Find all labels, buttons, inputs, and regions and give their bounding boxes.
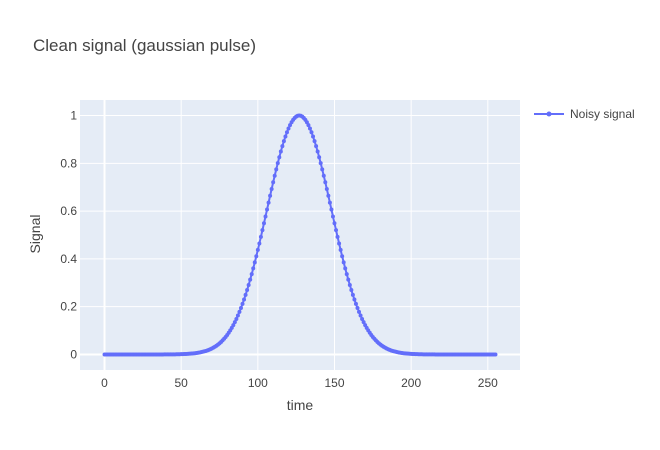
data-point (254, 254, 259, 259)
data-point (343, 266, 348, 271)
y-tick-label: 0.4 (60, 252, 77, 266)
data-point (350, 292, 355, 297)
data-point (341, 260, 346, 265)
data-point (332, 221, 337, 226)
data-point (358, 313, 363, 318)
series-markers (102, 113, 498, 357)
data-point (327, 200, 332, 205)
data-point (315, 149, 320, 154)
data-point (277, 155, 282, 160)
data-point (283, 134, 288, 139)
chart-title: Clean signal (gaussian pulse) (33, 36, 256, 55)
x-tick-label: 150 (324, 376, 344, 390)
data-point (335, 234, 340, 239)
data-point (278, 149, 283, 154)
data-point (347, 282, 352, 287)
x-tick-label: 250 (478, 376, 498, 390)
data-point (272, 173, 277, 178)
x-axis-title: time (287, 397, 314, 413)
data-point (346, 277, 351, 282)
data-point (307, 126, 312, 131)
data-point (323, 180, 328, 185)
data-point (337, 241, 342, 246)
data-point (321, 173, 326, 178)
y-tick-label: 0.8 (60, 156, 77, 170)
data-point (265, 207, 270, 212)
data-point (242, 297, 247, 302)
data-point (257, 241, 262, 246)
data-point (357, 309, 362, 314)
data-point (314, 144, 319, 149)
plot-area (80, 100, 520, 370)
data-point (349, 288, 354, 293)
data-point (493, 352, 498, 357)
data-point (275, 161, 280, 166)
data-point (326, 193, 331, 198)
data-point (280, 144, 285, 149)
data-point (324, 186, 329, 191)
data-point (258, 234, 263, 239)
legend-marker-icon (546, 111, 552, 117)
data-point (255, 247, 260, 252)
data-point (309, 130, 314, 135)
data-point (238, 305, 243, 310)
legend-item-label[interactable]: Noisy signal (570, 107, 635, 121)
data-point (312, 139, 317, 144)
x-tick-label: 200 (401, 376, 421, 390)
data-point (306, 123, 311, 128)
data-point (268, 193, 273, 198)
data-point (353, 301, 358, 306)
data-point (284, 130, 289, 135)
data-point (240, 301, 245, 306)
data-point (320, 167, 325, 172)
data-point (237, 309, 242, 314)
data-point (274, 167, 279, 172)
data-point (361, 320, 366, 325)
data-point (352, 297, 357, 302)
data-point (260, 228, 265, 233)
data-point (266, 200, 271, 205)
data-point (340, 254, 345, 259)
data-point (246, 282, 251, 287)
y-axis-title: Signal (27, 215, 43, 254)
x-tick-label: 100 (248, 376, 268, 390)
data-point (245, 288, 250, 293)
data-point (286, 126, 291, 131)
data-point (311, 134, 316, 139)
data-point (249, 272, 254, 277)
data-point (334, 228, 339, 233)
data-point (231, 323, 236, 328)
data-point (235, 313, 240, 318)
data-point (234, 316, 239, 321)
data-point (355, 305, 360, 310)
x-tick-labels: 0 50 100 150 200 250 (101, 376, 498, 390)
data-point (232, 320, 237, 325)
data-point (344, 272, 349, 277)
y-tick-label: 1 (70, 109, 77, 123)
data-point (281, 139, 286, 144)
y-tick-label: 0.2 (60, 300, 77, 314)
x-tick-label: 50 (175, 376, 189, 390)
data-point (329, 207, 334, 212)
data-point (338, 247, 343, 252)
data-point (317, 155, 322, 160)
data-point (271, 180, 276, 185)
data-point (252, 260, 257, 265)
x-tick-label: 0 (101, 376, 108, 390)
data-point (360, 316, 365, 321)
data-point (261, 221, 266, 226)
legend[interactable]: Noisy signal (534, 107, 635, 121)
data-point (330, 214, 335, 219)
data-point (248, 277, 253, 282)
y-tick-label: 0 (70, 347, 77, 361)
data-point (243, 292, 248, 297)
data-point (318, 161, 323, 166)
y-tick-label: 0.6 (60, 204, 77, 218)
data-point (263, 214, 268, 219)
y-tick-labels: 0 0.2 0.4 0.6 0.8 1 (60, 109, 77, 362)
data-point (269, 186, 274, 191)
data-point (251, 266, 256, 271)
